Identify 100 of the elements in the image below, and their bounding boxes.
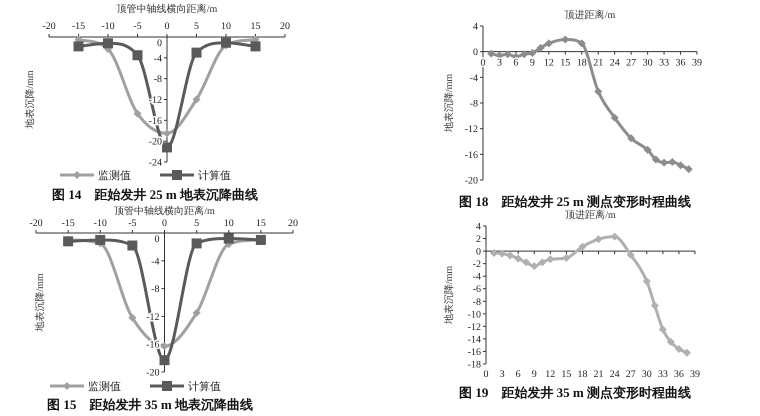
point — [514, 254, 522, 263]
point — [498, 250, 506, 258]
x-tick-label: 30 — [642, 369, 652, 380]
point — [627, 134, 636, 142]
point — [63, 236, 74, 246]
point — [684, 165, 693, 174]
x-axis-title: 顶管中轴线横向距离/m — [116, 3, 218, 15]
x-tick-label: 21 — [593, 58, 604, 69]
y-tick-label: -8 — [470, 98, 478, 110]
point — [578, 39, 586, 48]
y-tick-label: -20 — [464, 176, 478, 186]
y-tick-label: -12 — [464, 124, 478, 136]
x-tick-label: 36 — [674, 369, 684, 380]
text: 图 15 距始发井 35 m 地表沉降曲线 — [47, 397, 253, 412]
x-tick-label: 3 — [496, 58, 502, 69]
point — [134, 110, 142, 118]
point — [658, 326, 667, 334]
x-tick-label: 9 — [530, 58, 535, 69]
x-tick-label: 24 — [610, 369, 620, 380]
text: 图 18 距始发井 25 m 测点变形时程曲线 — [459, 194, 691, 209]
x-tick-label: 18 — [577, 369, 588, 380]
text: 图 14 距始发井 25 m 地表沉降曲线 — [52, 187, 258, 202]
point — [103, 38, 113, 48]
x-tick-label: 24 — [610, 58, 620, 69]
y-tick-label: 0 — [476, 246, 481, 258]
point — [536, 44, 545, 52]
x-tick-label: 6 — [516, 369, 521, 380]
y-tick-label: -20 — [148, 136, 162, 148]
x-axis-title: 顶进距离/m — [564, 9, 616, 21]
x-tick-label: 5 — [194, 218, 200, 229]
x-tick-label: -10 — [101, 21, 115, 32]
text: 图 19 距始发井 35 m 测点变形时程曲线 — [459, 385, 691, 400]
x-tick-label: 0 — [164, 21, 170, 32]
x-tick-label: 12 — [544, 58, 554, 69]
x-tick-label: -5 — [128, 218, 137, 229]
point — [674, 344, 683, 353]
x-axis-title: 顶进距离/m — [565, 209, 616, 221]
point — [626, 250, 635, 259]
x-tick-label: 30 — [642, 58, 653, 69]
y-tick-label: 4 — [476, 222, 481, 232]
x-tick-label: 0 — [484, 369, 488, 380]
point — [530, 262, 538, 270]
legend-label: 监测值 — [98, 170, 131, 182]
point — [95, 234, 106, 245]
x-tick-label: 33 — [658, 369, 668, 380]
x-tick-label: -15 — [72, 21, 86, 32]
x-tick-label: 15 — [250, 21, 260, 32]
y-tick-label: -8 — [472, 296, 481, 308]
y-tick-label: 0 — [154, 234, 160, 245]
point — [192, 308, 201, 317]
legend-label: 监测值 — [88, 381, 121, 393]
y-tick-label: -4 — [151, 256, 160, 268]
point — [642, 277, 651, 286]
y-axis-title: 地表沉降/mm — [443, 266, 455, 326]
point — [74, 41, 84, 52]
point — [160, 355, 170, 366]
y-tick-label: 2 — [476, 234, 481, 246]
x-tick-label: 3 — [500, 369, 505, 380]
point — [682, 348, 691, 357]
y-tick-label: -16 — [468, 346, 481, 358]
legend-label: 计算值 — [188, 380, 221, 393]
point — [506, 251, 514, 260]
point — [504, 50, 512, 58]
point — [128, 314, 136, 322]
y-tick-label: -8 — [151, 284, 160, 296]
x-tick-label: -20 — [42, 21, 56, 32]
point — [652, 155, 660, 164]
x-tick-label: 21 — [594, 369, 604, 380]
point — [538, 258, 546, 266]
x-tick-label: 10 — [224, 218, 234, 229]
x-tick-label: 36 — [676, 58, 686, 69]
x-tick-label: 27 — [626, 58, 636, 69]
x-tick-label: 20 — [280, 21, 290, 32]
x-tick-label: -5 — [133, 21, 142, 32]
point — [544, 39, 553, 48]
point — [650, 302, 659, 310]
point — [522, 258, 530, 266]
x-tick-label: 27 — [626, 369, 636, 380]
point — [162, 142, 172, 152]
x-tick-label: 9 — [532, 369, 537, 380]
y-tick-label: -16 — [464, 150, 478, 161]
point — [578, 242, 586, 251]
x-tick-label: 6 — [513, 58, 518, 69]
y-tick-label: -4 — [154, 53, 162, 64]
y-tick-label: -8 — [154, 74, 162, 86]
x-tick-label: 33 — [659, 58, 670, 69]
point — [666, 338, 675, 346]
y-tick-label: 0 — [473, 47, 478, 58]
y-tick-label: -4 — [470, 72, 478, 84]
point — [250, 41, 260, 52]
x-tick-label: 15 — [256, 218, 266, 229]
legend-label: 计算值 — [198, 169, 231, 182]
point — [192, 238, 202, 248]
point — [520, 50, 528, 58]
y-tick-label: -2 — [472, 259, 481, 270]
y-axis-title: 地表沉降/mm — [443, 74, 455, 134]
y-tick-label: -14 — [468, 334, 481, 346]
point — [594, 87, 602, 96]
y-axis-title: 地表沉降/mm — [24, 70, 36, 130]
x-tick-label: 15 — [561, 369, 572, 380]
